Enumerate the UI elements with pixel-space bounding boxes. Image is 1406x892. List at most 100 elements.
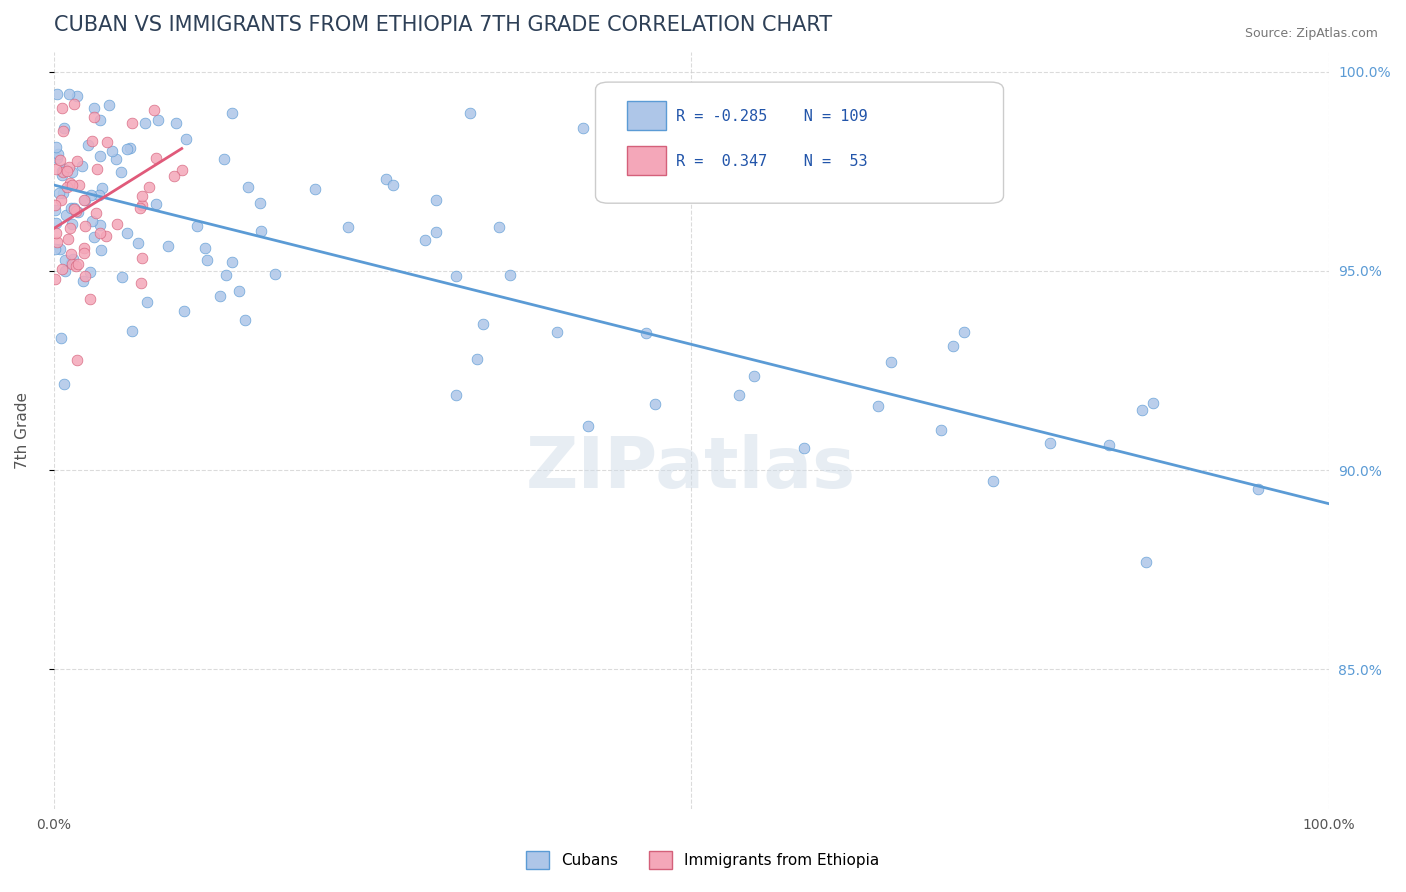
Point	[60, 178, 83, 192]
Point	[45, 226, 67, 240]
Point	[82, 134, 104, 148]
Point	[44, 272, 66, 286]
Point	[163, 169, 186, 183]
Point	[83, 101, 105, 115]
Point	[90, 244, 112, 258]
Point	[56, 232, 79, 246]
Point	[45, 87, 67, 101]
Point	[121, 116, 143, 130]
Point	[1130, 403, 1153, 417]
Point	[51, 101, 73, 115]
Point	[45, 216, 67, 230]
FancyBboxPatch shape	[596, 82, 1004, 203]
Point	[62, 201, 84, 215]
Point	[51, 168, 73, 182]
Point	[66, 205, 89, 219]
Point	[127, 235, 149, 250]
Point	[72, 274, 94, 288]
Point	[744, 369, 766, 384]
Point	[1247, 482, 1270, 496]
Point	[121, 324, 143, 338]
Point	[60, 217, 83, 231]
Point	[131, 189, 153, 203]
Point	[170, 162, 193, 177]
Point	[89, 149, 111, 163]
Point	[62, 202, 84, 216]
Point	[89, 188, 111, 202]
Text: R =  0.347    N =  53: R = 0.347 N = 53	[676, 154, 868, 169]
Point	[44, 197, 66, 211]
Point	[45, 140, 67, 154]
Point	[59, 221, 82, 235]
Point	[65, 204, 87, 219]
Point	[135, 294, 157, 309]
Point	[228, 285, 250, 299]
Point	[56, 163, 79, 178]
Point	[52, 162, 75, 177]
Point	[880, 355, 903, 369]
Point	[105, 152, 128, 166]
Point	[51, 331, 73, 345]
Point	[67, 257, 90, 271]
Point	[62, 97, 84, 112]
Point	[73, 245, 96, 260]
Point	[49, 153, 72, 168]
Point	[142, 103, 165, 118]
Point	[53, 252, 76, 267]
Point	[866, 399, 889, 413]
Text: CUBAN VS IMMIGRANTS FROM ETHIOPIA 7TH GRADE CORRELATION CHART: CUBAN VS IMMIGRANTS FROM ETHIOPIA 7TH GR…	[53, 15, 832, 35]
Point	[572, 120, 595, 135]
Point	[194, 241, 217, 255]
Point	[52, 377, 75, 392]
Point	[981, 475, 1004, 489]
Point	[145, 151, 167, 165]
Point	[636, 326, 658, 340]
Point	[44, 202, 66, 217]
Point	[65, 259, 87, 273]
Point	[115, 142, 138, 156]
Point	[952, 325, 974, 339]
Point	[59, 176, 82, 190]
Point	[250, 223, 273, 237]
Point	[96, 136, 118, 150]
Point	[131, 251, 153, 265]
Point	[58, 160, 80, 174]
Point	[58, 87, 80, 102]
Point	[499, 268, 522, 282]
Point	[444, 388, 467, 402]
Point	[138, 179, 160, 194]
Point	[79, 292, 101, 306]
Point	[66, 154, 89, 169]
Point	[52, 186, 75, 201]
Point	[89, 112, 111, 127]
Point	[444, 268, 467, 283]
Point	[425, 225, 447, 239]
Point	[148, 112, 170, 127]
Point	[83, 110, 105, 124]
Point	[66, 353, 89, 368]
Point	[1135, 556, 1157, 570]
Point	[62, 252, 84, 267]
Point	[111, 269, 134, 284]
Point	[110, 165, 132, 179]
Point	[488, 220, 510, 235]
Point	[105, 217, 128, 231]
Point	[80, 188, 103, 202]
FancyBboxPatch shape	[627, 146, 665, 175]
Point	[66, 89, 89, 103]
Point	[173, 304, 195, 318]
Point	[208, 289, 231, 303]
Point	[72, 159, 94, 173]
Point	[80, 214, 103, 228]
Text: Source: ZipAtlas.com: Source: ZipAtlas.com	[1244, 27, 1378, 40]
Point	[374, 172, 396, 186]
Point	[174, 132, 197, 146]
Point	[195, 253, 218, 268]
Point	[60, 257, 83, 271]
Point	[51, 164, 73, 178]
Point	[129, 276, 152, 290]
Point	[115, 226, 138, 240]
Point	[465, 352, 488, 367]
Point	[336, 220, 359, 235]
Point	[53, 264, 76, 278]
